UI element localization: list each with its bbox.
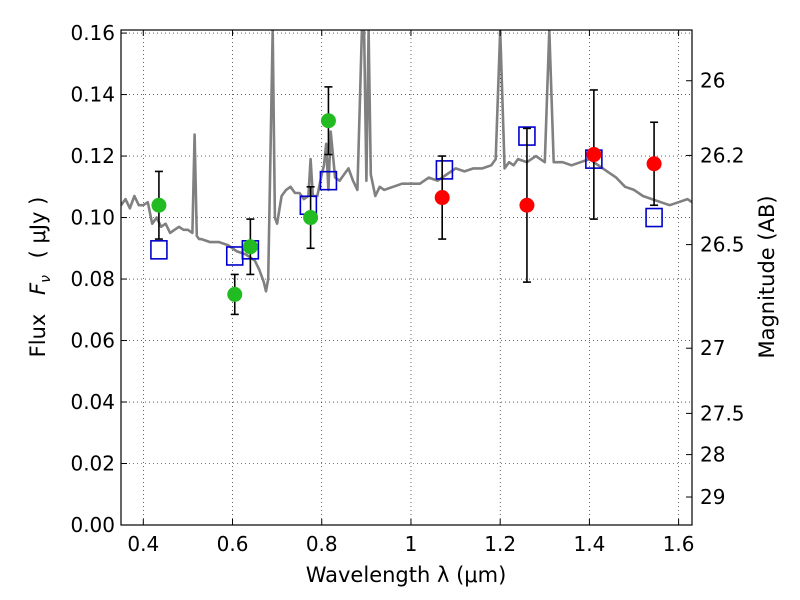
observed-flux-point [519, 197, 535, 213]
spectrum-layer [121, 30, 692, 293]
x-tick-label: 0.8 [306, 532, 338, 556]
y2-tick-label: 28 [700, 443, 725, 467]
observed-flux-point [320, 113, 336, 129]
grid-layer [121, 30, 692, 526]
x-tick-label: 1.6 [663, 532, 695, 556]
model-flux-square [150, 240, 168, 260]
plot-area [121, 30, 692, 525]
y-tick-label: 0.04 [70, 390, 115, 414]
x-tick-label: 1.4 [573, 532, 605, 556]
y-tick-label: 0.08 [70, 267, 115, 291]
x-tick-label: 1.2 [484, 532, 516, 556]
model-flux-square [319, 170, 338, 191]
x-axis-label: Wavelength λ (μm) [306, 563, 507, 587]
model-flux-square [645, 207, 663, 228]
observed-flux-point [434, 190, 450, 206]
y-tick-label: 0.12 [70, 144, 115, 168]
model-spectrum-line [121, 30, 692, 293]
y-tick-label: 0.00 [70, 513, 115, 537]
observed-flux-point [151, 197, 167, 213]
x-tick-label: 0.6 [217, 532, 249, 556]
plot-frame [120, 29, 693, 526]
observed-flux-point [586, 147, 602, 163]
y-axis-label: Flux Fν ( μJy ) [26, 197, 55, 358]
observed-flux-point [303, 210, 319, 226]
observed-flux-point [646, 156, 662, 172]
y2-tick-label: 26.5 [700, 233, 745, 257]
y2-tick-label: 27.5 [700, 401, 745, 425]
y-tick-label: 0.10 [70, 206, 115, 230]
y-tick-label: 0.02 [70, 452, 115, 476]
y2-tick-label: 27 [700, 336, 725, 360]
x-tick-label: 1 [405, 532, 418, 556]
y2-axis-label: Magnitude (AB) [755, 195, 779, 358]
svg-text:Flux Fν ( μJy ): Flux Fν ( μJy ) [26, 197, 55, 358]
observed-flux-point [242, 239, 258, 255]
y-axis-label-units: ( μJy ) [26, 197, 50, 259]
ticks-layer: 0.4 0.6 0.8 1 1.2 1.4 1.6 0.00 0.02 0.04 0.06 0.08 0… [70, 21, 744, 556]
y-tick-label: 0.16 [70, 21, 115, 45]
y2-tick-label: 29 [700, 485, 725, 509]
marks-layer [150, 86, 663, 316]
y-axis-label-symbol-sub: ν [38, 275, 54, 283]
model-flux-square [435, 160, 454, 180]
y-axis-label-symbol: F [26, 282, 50, 295]
x-tick-label: 0.4 [127, 532, 159, 556]
y2-tick-label: 26 [700, 69, 725, 93]
y-tick-label: 0.14 [70, 83, 115, 107]
y-axis-label-text: Flux [26, 314, 50, 358]
y2-tick-label: 26.2 [700, 143, 745, 167]
y-tick-label: 0.06 [70, 329, 115, 353]
observed-flux-point [227, 286, 243, 302]
